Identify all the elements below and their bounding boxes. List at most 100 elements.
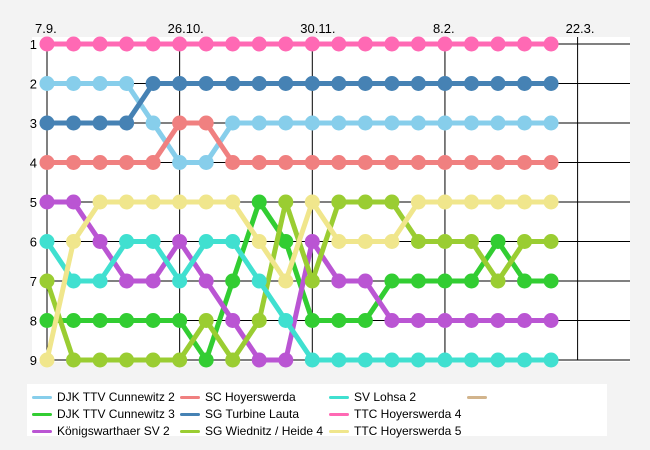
data-point	[39, 234, 55, 249]
data-point	[92, 273, 108, 289]
data-point	[251, 273, 267, 289]
data-point	[304, 155, 320, 170]
data-point	[145, 313, 161, 328]
data-point	[66, 234, 82, 249]
data-point	[92, 155, 108, 170]
data-point	[39, 352, 55, 368]
data-point	[463, 115, 479, 131]
data-point	[198, 273, 214, 289]
data-point	[331, 273, 347, 289]
legend-item	[467, 390, 492, 404]
data-point	[39, 273, 55, 289]
data-point	[225, 194, 241, 210]
data-point	[198, 155, 214, 170]
data-point	[39, 194, 55, 210]
data-point	[39, 155, 55, 170]
data-point	[278, 155, 294, 170]
data-point	[66, 76, 82, 91]
data-point	[357, 313, 373, 328]
data-point	[251, 155, 267, 170]
data-point	[251, 352, 267, 368]
data-point	[490, 36, 506, 52]
legend-label: SV Lohsa 2	[354, 390, 417, 404]
x-tick-label: 26.10.	[168, 21, 204, 36]
series-djk-ttv-cunnewitz-2	[39, 76, 559, 170]
data-point	[145, 155, 161, 170]
data-point	[119, 194, 135, 210]
data-point	[543, 194, 559, 210]
data-point	[517, 115, 533, 131]
data-point	[119, 273, 135, 289]
data-point	[145, 234, 161, 249]
data-point	[490, 313, 506, 328]
data-point	[490, 194, 506, 210]
legend-swatch	[329, 396, 349, 400]
data-point	[198, 194, 214, 210]
data-point	[304, 352, 320, 368]
data-point	[145, 115, 161, 131]
data-point	[517, 76, 533, 91]
legend-item: DJK TTV Cunnewitz 3	[32, 407, 175, 421]
data-point	[198, 352, 214, 368]
data-point	[172, 115, 188, 131]
data-point	[410, 76, 426, 91]
legend-item: SC Hoyerswerda	[180, 390, 296, 404]
data-point	[543, 36, 559, 52]
data-point	[66, 273, 82, 289]
data-point	[278, 194, 294, 210]
data-point	[39, 313, 55, 328]
series-djk-ttv-cunnewitz-3	[39, 194, 559, 368]
data-point	[198, 115, 214, 131]
data-point	[119, 313, 135, 328]
x-tick-label: 22.3.	[566, 21, 595, 36]
legend: DJK TTV Cunnewitz 2 DJK TTV Cunnewitz 3 Kö…	[27, 384, 607, 438]
data-point	[437, 76, 453, 91]
legend-item: TTC Hoyerswerda 5	[329, 424, 461, 438]
data-point	[92, 36, 108, 52]
data-point	[278, 273, 294, 289]
data-point	[145, 36, 161, 52]
data-point	[331, 352, 347, 368]
data-point	[463, 155, 479, 170]
data-point	[92, 76, 108, 91]
data-point	[384, 36, 400, 52]
data-point	[357, 352, 373, 368]
data-point	[172, 352, 188, 368]
data-point	[278, 352, 294, 368]
data-point	[304, 234, 320, 249]
legend-swatch	[180, 396, 200, 400]
legend-item: TTC Hoyerswerda 4	[329, 407, 461, 421]
y-tick-label: 8	[30, 314, 37, 329]
data-point	[463, 313, 479, 328]
legend-item: SG Wiednitz / Heide 4	[180, 424, 323, 438]
legend-item: DJK TTV Cunnewitz 2	[32, 390, 175, 404]
data-point	[410, 234, 426, 249]
data-point	[517, 194, 533, 210]
data-point	[251, 194, 267, 210]
data-point	[490, 234, 506, 249]
data-point	[225, 115, 241, 131]
data-point	[331, 115, 347, 131]
data-point	[251, 36, 267, 52]
data-point	[145, 76, 161, 91]
series-sv-lohsa-2	[39, 234, 559, 368]
x-tick-label: 7.9.	[35, 21, 57, 36]
data-point	[437, 273, 453, 289]
data-point	[198, 313, 214, 328]
data-point	[543, 76, 559, 91]
legend-label: TTC Hoyerswerda 4	[354, 407, 462, 421]
legend-label: SC Hoyerswerda	[205, 390, 296, 404]
data-point	[410, 194, 426, 210]
legend-item: SV Lohsa 2	[329, 390, 416, 404]
y-tick-label: 3	[30, 116, 37, 131]
data-point	[251, 76, 267, 91]
data-point	[463, 234, 479, 249]
data-point	[410, 36, 426, 52]
data-point	[172, 273, 188, 289]
series-sg-turbine-lauta	[39, 76, 559, 131]
data-point	[543, 313, 559, 328]
data-point	[225, 76, 241, 91]
data-point	[384, 234, 400, 249]
data-point	[410, 313, 426, 328]
